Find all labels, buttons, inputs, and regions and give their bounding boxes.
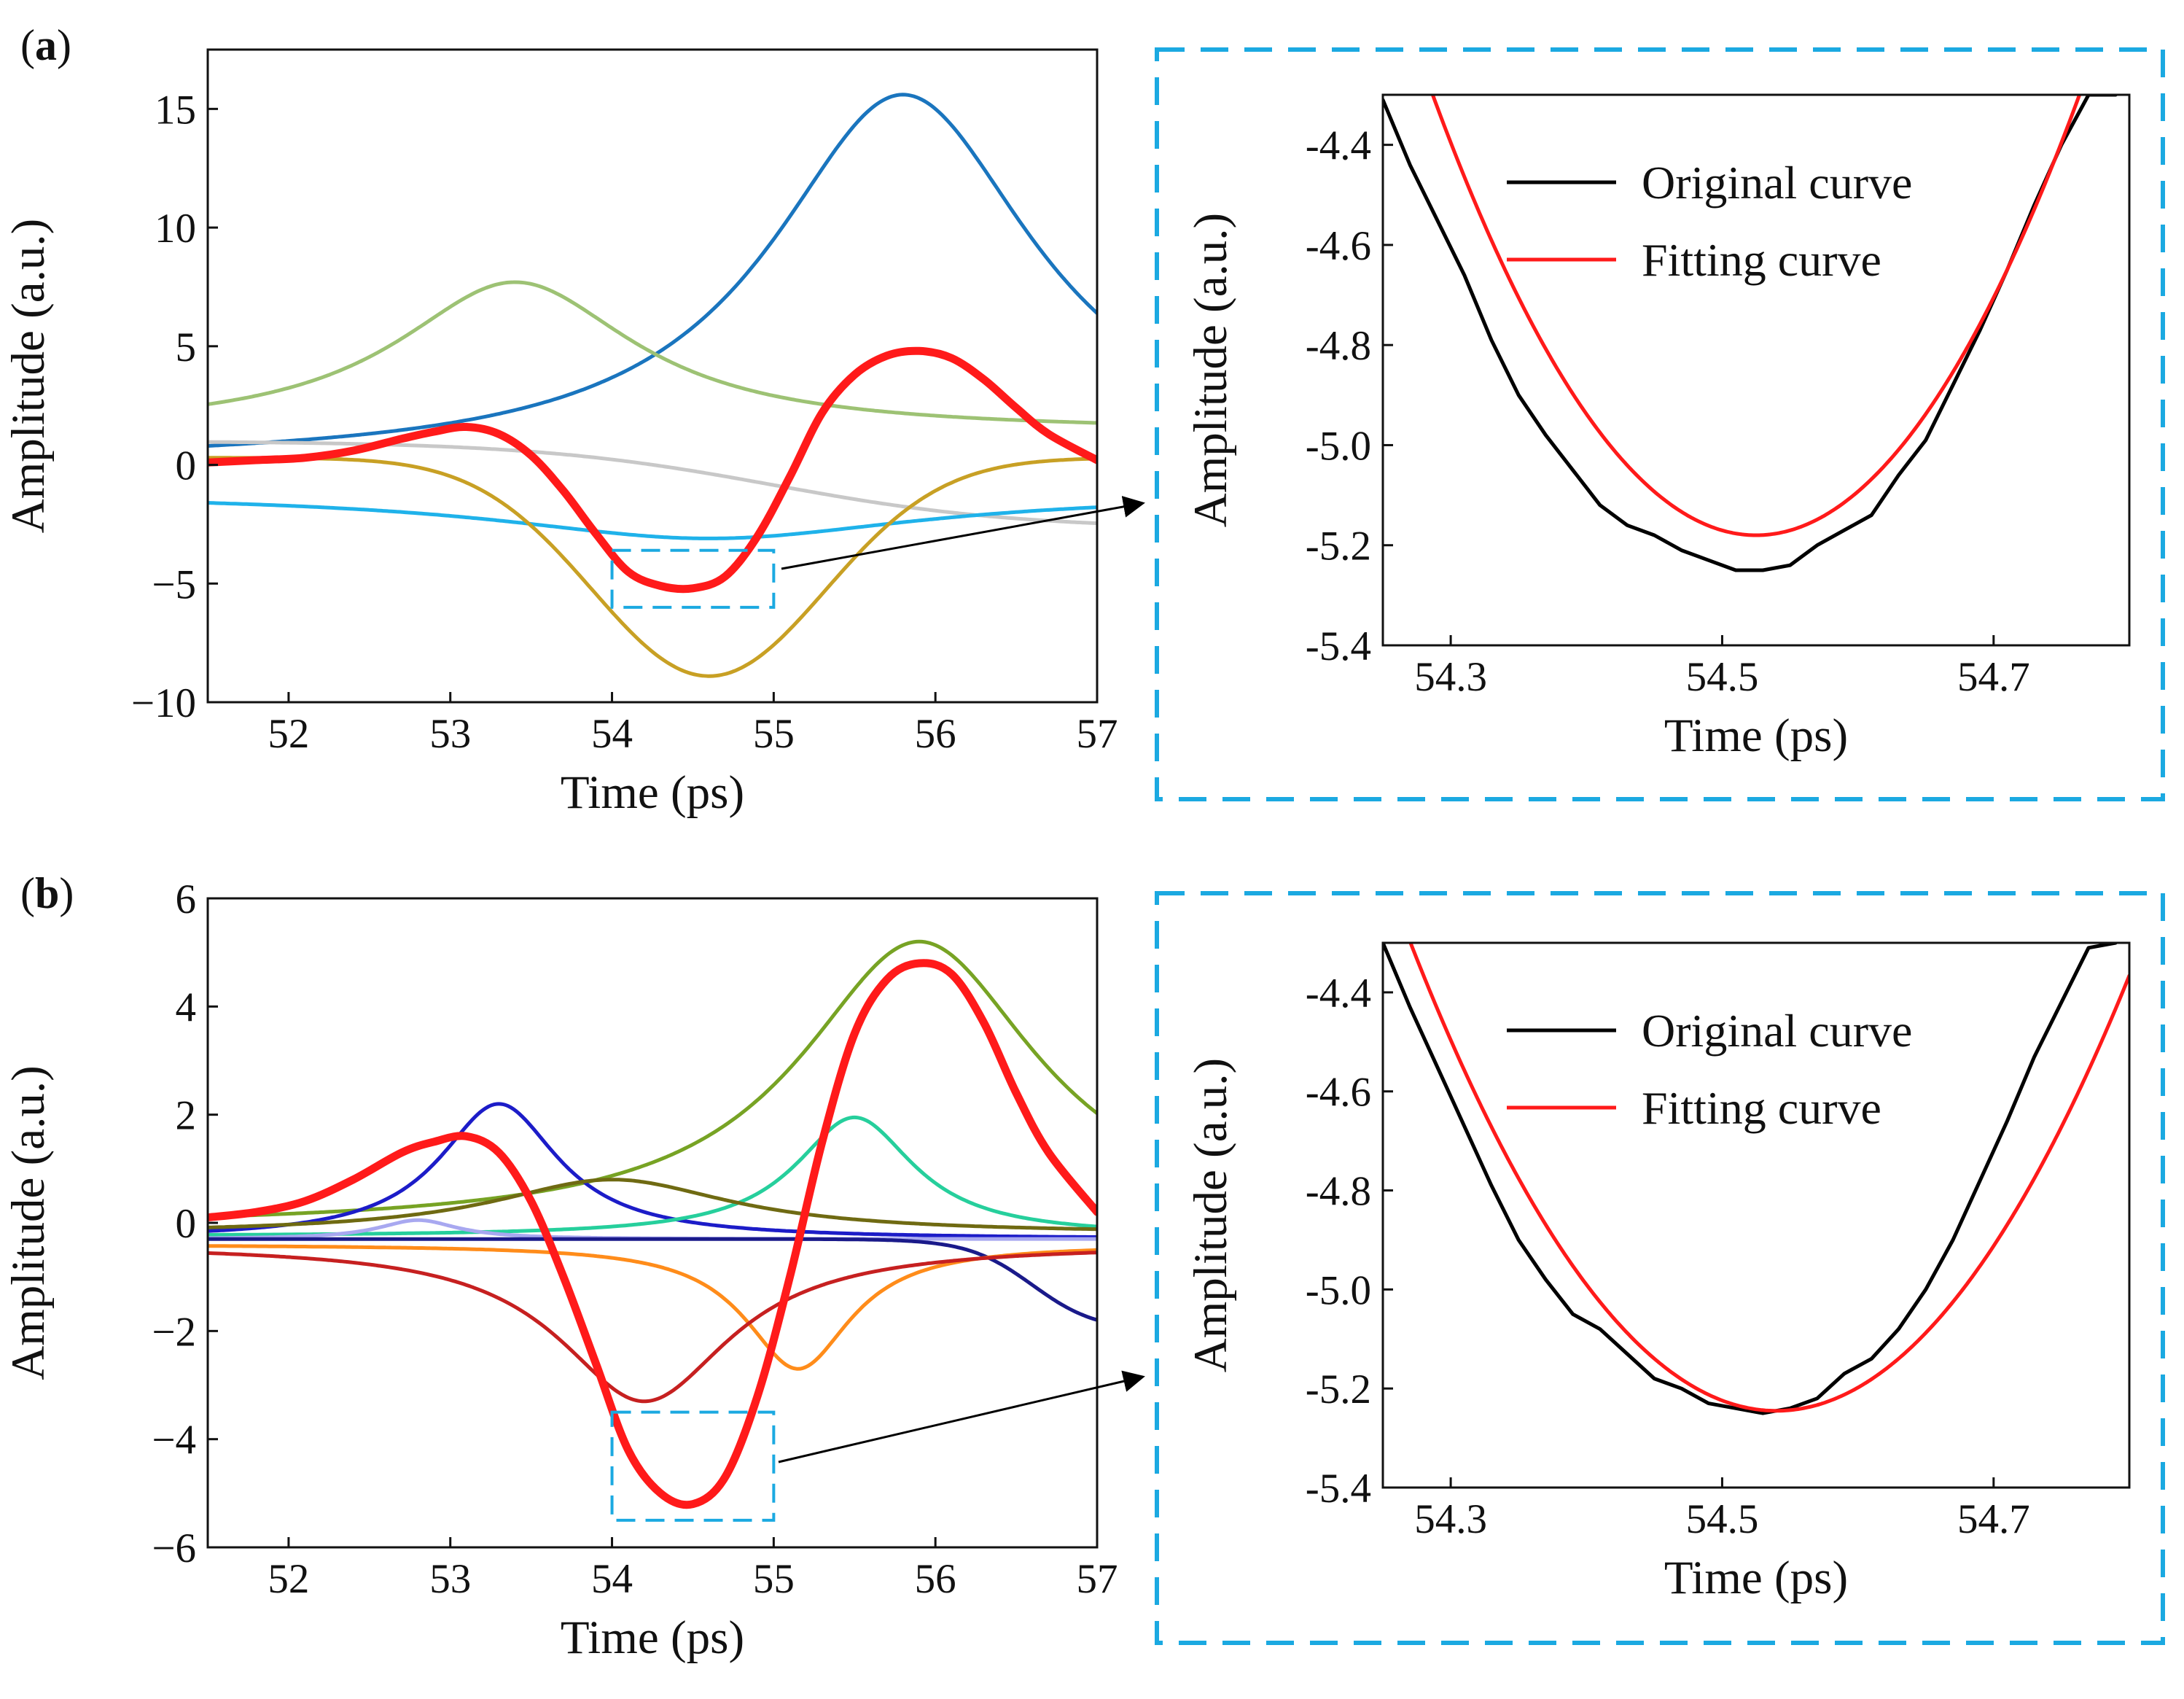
y-tick-label: 2 [176, 1093, 197, 1139]
x-tick-label: 57 [1077, 711, 1118, 757]
series-component-1 [208, 93, 1097, 448]
y-tick-label: -4.8 [1306, 323, 1371, 369]
x-tick-label: 54 [591, 711, 633, 757]
series-component-3 [208, 440, 1097, 526]
series-layer [208, 93, 1097, 678]
x-tick-label: 54.3 [1414, 1496, 1487, 1542]
series-component-7 [208, 1244, 1097, 1371]
x-tick-label: 54.7 [1957, 654, 2030, 700]
y-tick-label: -4.4 [1306, 971, 1371, 1016]
series-component-3 [208, 1115, 1097, 1237]
x-axis-label: Time (ps) [1664, 1552, 1848, 1604]
y-tick-label: 0 [176, 443, 197, 489]
panel-label-b: (b) [20, 869, 74, 917]
series-fitting-curve [1408, 943, 2129, 1413]
x-tick-label: 54.5 [1686, 1496, 1759, 1542]
x-tick-label: 56 [915, 1556, 956, 1602]
x-tick-label: 54.7 [1957, 1496, 2030, 1542]
x-tick-label: 54 [591, 1556, 633, 1602]
y-tick-label: −10 [131, 680, 196, 726]
chart-b-zoom: 54.3 54.5 54.7 -5.4 -5.2 -5.0 -4.8 -4.6 -4.4 Time… [1185, 941, 2131, 1604]
series-fitting-curve [1430, 95, 2082, 537]
series-original-curve [1383, 943, 2118, 1415]
y-tick-label: −2 [152, 1309, 196, 1355]
y-axis-label: Amplitude (a.u.) [1185, 213, 1237, 527]
x-tick-label: 55 [753, 1556, 795, 1602]
x-axis-label: Time (ps) [561, 766, 744, 819]
y-tick-label: −4 [152, 1418, 196, 1463]
y-tick-label: -5.0 [1306, 423, 1371, 469]
y-tick-label: -4.4 [1306, 123, 1371, 169]
x-tick-label: 53 [429, 711, 471, 757]
legend-label: Original curve [1642, 1005, 1912, 1057]
series-layer [1383, 95, 2118, 572]
series-sum [208, 346, 1097, 594]
y-tick-label: -4.6 [1306, 1070, 1371, 1116]
x-tick-label: 52 [268, 1556, 309, 1602]
series-layer [1383, 943, 2129, 1415]
x-axis-label: Time (ps) [561, 1611, 744, 1664]
y-tick-label: -5.0 [1306, 1267, 1371, 1313]
x-tick-label: 54.3 [1414, 654, 1487, 700]
series-component-6 [208, 1237, 1097, 1322]
zoom-frame-a [1155, 47, 2165, 801]
series-component-8 [208, 1251, 1097, 1404]
legend: Original curve Fitting curve [1507, 1005, 1912, 1134]
series-component-5 [208, 456, 1097, 678]
chart-b-main: 52 53 54 55 56 57 −6 −4 −2 0 2 4 6 Time (ps) Amplitude… [2, 876, 1118, 1664]
y-tick-label: -5.4 [1306, 1466, 1371, 1512]
legend-label: Original curve [1642, 157, 1912, 209]
legend-label: Fitting curve [1642, 1082, 1881, 1134]
x-tick-label: 55 [753, 711, 795, 757]
zoom-region-box [610, 1410, 776, 1522]
y-tick-label: 10 [155, 206, 196, 252]
chart-a-zoom: 54.3 54.5 54.7 -5.4 -5.2 -5.0 -4.8 -4.6 -4.4 Time… [1185, 93, 2131, 762]
y-tick-label: 15 [155, 87, 196, 133]
y-tick-label: -5.4 [1306, 623, 1371, 669]
x-tick-label: 54.5 [1686, 654, 1759, 700]
series-layer [208, 939, 1097, 1509]
x-tick-label: 53 [429, 1556, 471, 1602]
zoom-arrow-b [778, 1370, 1145, 1463]
y-tick-label: -4.6 [1306, 223, 1371, 269]
chart-a-main: 52 53 54 55 56 57 −10 −5 0 5 10 15 Time (ps) Amplitud… [2, 48, 1118, 819]
legend-label: Fitting curve [1642, 234, 1881, 286]
x-tick-label: 57 [1077, 1556, 1118, 1602]
y-tick-label: 0 [176, 1201, 197, 1247]
zoom-region-box [610, 548, 776, 609]
series-component-2 [208, 280, 1097, 425]
series-component-2 [208, 1102, 1097, 1240]
y-tick-label: 4 [176, 984, 197, 1030]
x-tick-label: 56 [915, 711, 956, 757]
legend: Original curve Fitting curve [1507, 157, 1912, 286]
plot-frame [206, 48, 1099, 704]
series-sum [208, 959, 1097, 1509]
y-tick-label: −5 [152, 561, 196, 607]
y-axis-label: Amplitude (a.u.) [2, 1065, 55, 1380]
zoom-arrow-a [781, 496, 1145, 570]
y-axis-label: Amplitude (a.u.) [2, 219, 55, 533]
y-axis-label: Amplitude (a.u.) [1185, 1058, 1237, 1372]
y-tick-label: 5 [176, 324, 197, 370]
y-tick-label: -4.8 [1306, 1169, 1371, 1215]
x-axis-label: Time (ps) [1664, 709, 1848, 762]
plot-frame [1381, 941, 2131, 1489]
y-tick-label: 6 [176, 876, 197, 922]
y-tick-label: -5.2 [1306, 1366, 1371, 1412]
panel-label-a: (a) [20, 21, 71, 69]
zoom-frame-b [1155, 891, 2165, 1645]
y-tick-label: −6 [152, 1525, 196, 1571]
x-tick-label: 52 [268, 711, 309, 757]
series-component-4 [208, 1178, 1097, 1232]
series-component-4 [208, 501, 1097, 540]
y-tick-label: -5.2 [1306, 524, 1371, 569]
plot-frame [1381, 93, 2131, 647]
